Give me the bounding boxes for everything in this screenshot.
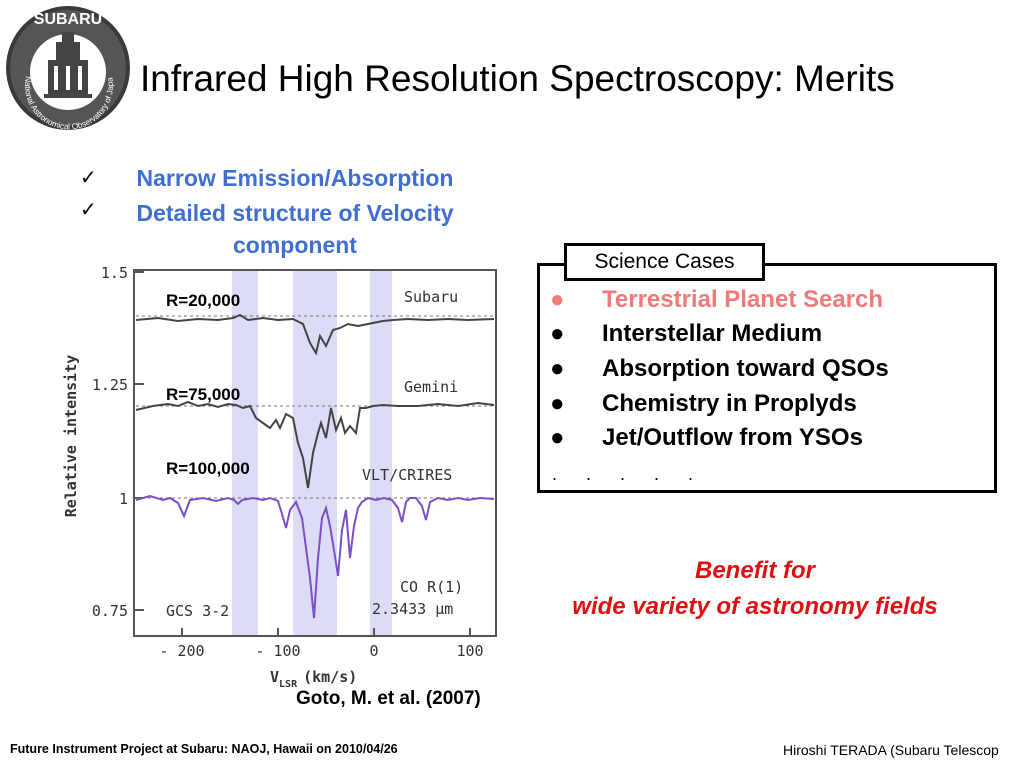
benefit-line-1: Benefit for	[695, 557, 815, 584]
science-case-text: Interstellar Medium	[602, 320, 823, 347]
line-name-label: CO R(1)	[400, 578, 463, 596]
science-case-item: ● Jet/Outflow from YSOs	[550, 424, 990, 452]
resolution-label: R=20,000	[166, 291, 240, 310]
science-case-item: ● Interstellar Medium	[550, 320, 990, 348]
science-case-text: Jet/Outflow from YSOs	[602, 424, 863, 451]
bullet-icon: ●	[550, 286, 565, 313]
merit-item: ✓ Detailed structure of Velocity compone…	[80, 197, 510, 261]
resolution-label: R=100,000	[166, 459, 250, 478]
science-case-text: Chemistry in Proplyds	[602, 390, 857, 417]
crires-spectrum	[135, 494, 495, 619]
xtick: 0	[369, 642, 378, 660]
bullet-icon: ●	[550, 424, 565, 451]
science-case-item: ● Terrestrial Planet Search	[550, 286, 990, 314]
science-case-item: ● Absorption toward QSOs	[550, 355, 990, 383]
science-case-item: ● Chemistry in Proplyds	[550, 390, 990, 418]
footer-left: Future Instrument Project at Subaru: NAO…	[10, 742, 398, 756]
footer-right: Hiroshi TERADA (Subaru Telescop	[783, 742, 999, 758]
benefit-statement: Benefit for wide variety of astronomy fi…	[500, 553, 1010, 625]
science-cases-label: Science Cases	[564, 243, 765, 281]
bullet-icon: ●	[550, 390, 565, 417]
benefit-line-2: wide variety of astronomy fields	[572, 593, 938, 620]
y-axis-label: Relative intensity	[62, 355, 80, 518]
instrument-label-gemini: Gemini	[404, 378, 458, 396]
more-items-ellipsis: . . . . .	[552, 464, 706, 484]
subaru-naoj-logo: SUBARU National Astronomical Observatory…	[4, 2, 130, 131]
xtick: - 200	[159, 642, 204, 660]
subaru-spectrum	[135, 313, 495, 356]
spectrum-figure: 1.5 1.25 1 0.75 - 200 - 100 0 100 Relati…	[62, 264, 497, 690]
check-icon: ✓	[80, 167, 97, 189]
science-case-text: Absorption toward QSOs	[602, 355, 889, 382]
xtick: 100	[456, 642, 483, 660]
instrument-label-crires: VLT/CRIRES	[362, 466, 452, 484]
check-icon: ✓	[80, 199, 97, 221]
xtick: - 100	[255, 642, 300, 660]
bullet-icon: ●	[550, 355, 565, 382]
logo-top-text: SUBARU	[34, 11, 102, 28]
source-label: GCS 3-2	[166, 602, 229, 620]
ytick: 1	[119, 490, 128, 508]
citation: Goto, M. et al. (2007)	[296, 688, 481, 709]
ytick: 0.75	[92, 602, 128, 620]
merit-text: Narrow Emission/Absorption	[136, 165, 454, 191]
slide-title: Infrared High Resolution Spectroscopy: M…	[140, 58, 895, 99]
merit-text: Detailed structure of Velocity component	[136, 200, 454, 258]
ytick: 1.25	[92, 376, 128, 394]
science-case-text: Terrestrial Planet Search	[602, 286, 884, 313]
ytick: 1.5	[101, 264, 128, 282]
wavelength-label: 2.3433 μm	[372, 600, 453, 618]
bullet-icon: ●	[550, 320, 565, 347]
merit-item: ✓ Narrow Emission/Absorption	[80, 165, 510, 192]
gemini-spectrum	[135, 400, 495, 489]
x-axis-label: VLSR (km/s)	[270, 668, 357, 690]
resolution-label: R=75,000	[166, 385, 240, 404]
plot-frame	[133, 269, 497, 637]
instrument-label-subaru: Subaru	[404, 288, 458, 306]
science-cases-box	[537, 263, 997, 493]
